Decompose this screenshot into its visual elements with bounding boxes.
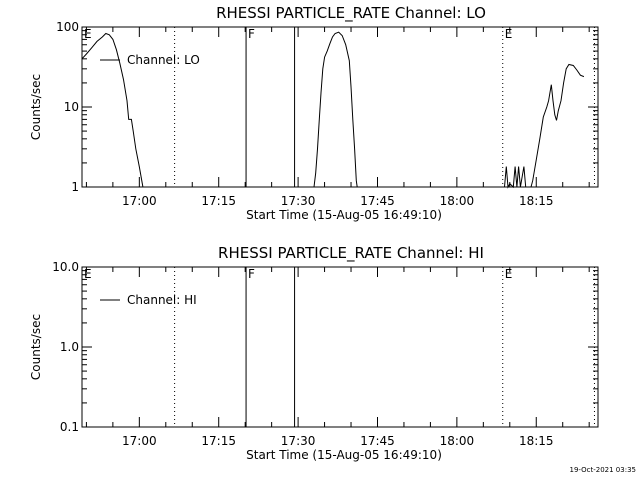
plot-frame <box>81 266 599 428</box>
event-marker-label: E <box>84 267 92 281</box>
event-marker-label: E <box>84 27 92 41</box>
y-tick-label: 1 <box>71 180 79 194</box>
x-tick-label: 17:45 <box>360 194 395 208</box>
event-marker-label: E <box>505 267 513 281</box>
y-tick-label: 10.0 <box>52 260 79 274</box>
chart-panel-2: RHESSI PARTICLE_RATE Channel: HI 0.1 1.0 10… <box>29 244 599 462</box>
y-tick-label: 10 <box>64 100 79 114</box>
event-marker-label: F <box>248 27 255 41</box>
y-tick-label: 0.1 <box>60 420 79 434</box>
event-marker-label: E <box>505 27 513 41</box>
data-series-line <box>81 32 144 188</box>
x-tick-label: 17:00 <box>122 194 157 208</box>
chart-panel-1: RHESSI PARTICLE_RATE Channel: LO 1 10 100 17… <box>29 4 599 222</box>
generation-timestamp: 19-Oct-2021 03:35 <box>570 466 636 474</box>
x-tick-label: 17:30 <box>281 194 316 208</box>
data-series-line <box>504 63 585 189</box>
data-series-line <box>313 31 358 188</box>
x-tick-label: 18:00 <box>440 194 475 208</box>
x-tick-label: 18:15 <box>519 194 554 208</box>
x-tick-label: 17:30 <box>281 434 316 448</box>
x-axis-label: Start Time (15-Aug-05 16:49:10) <box>246 208 442 222</box>
chart-title: RHESSI PARTICLE_RATE Channel: HI <box>218 244 484 263</box>
x-tick-label: 17:15 <box>201 194 236 208</box>
y-tick-label: 100 <box>56 20 79 34</box>
x-tick-label: 17:45 <box>360 434 395 448</box>
y-axis-label: Counts/sec <box>29 314 43 380</box>
x-tick-label: 18:15 <box>519 434 554 448</box>
event-marker-label: F <box>248 267 255 281</box>
legend-entry: Channel: LO <box>127 53 200 67</box>
y-tick-label: 1.0 <box>60 340 79 354</box>
legend-entry: Channel: HI <box>127 293 197 307</box>
x-tick-label: 17:15 <box>201 434 236 448</box>
x-tick-label: 17:00 <box>122 434 157 448</box>
chart-title: RHESSI PARTICLE_RATE Channel: LO <box>216 4 486 23</box>
y-axis-label: Counts/sec <box>29 74 43 140</box>
x-axis-label: Start Time (15-Aug-05 16:49:10) <box>246 448 442 462</box>
x-tick-label: 18:00 <box>440 434 475 448</box>
plot-frame <box>81 26 599 188</box>
